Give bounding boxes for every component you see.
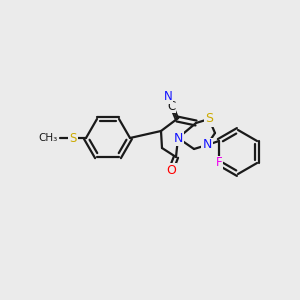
- Text: N: N: [173, 131, 183, 145]
- Text: S: S: [69, 131, 77, 145]
- Text: N: N: [202, 139, 212, 152]
- Text: O: O: [166, 164, 176, 176]
- Text: F: F: [216, 157, 222, 169]
- Text: S: S: [205, 112, 213, 125]
- Text: CH₃: CH₃: [39, 133, 58, 143]
- Text: N: N: [164, 91, 172, 103]
- Text: C: C: [167, 100, 175, 112]
